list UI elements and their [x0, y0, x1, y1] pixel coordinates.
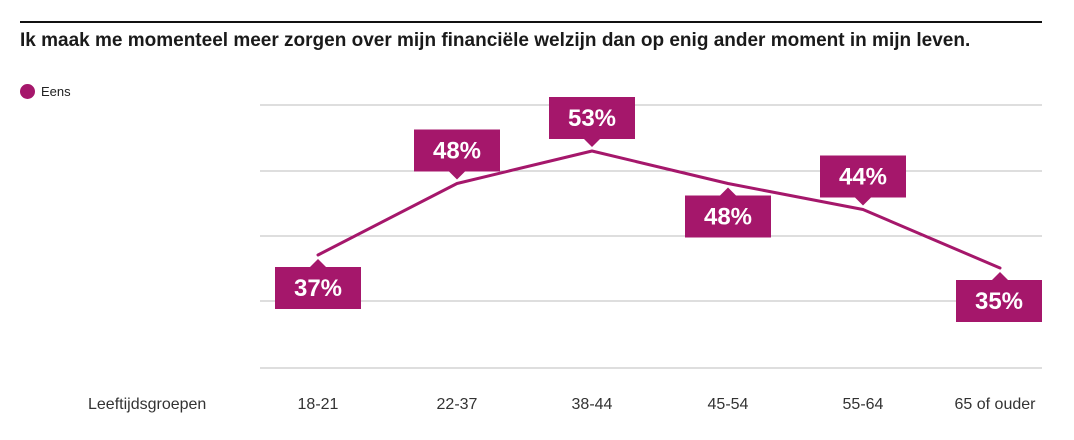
data-label-55-64: 44%: [820, 155, 906, 206]
data-label-box: [956, 280, 1042, 322]
data-label-45-54: 48%: [685, 187, 771, 238]
x-tick-label: 22-37: [437, 396, 478, 413]
series-line-layer: [316, 149, 1002, 270]
data-label-text: 37%: [294, 275, 342, 302]
data-label-pointer: [584, 139, 600, 147]
data-label-pointer: [992, 272, 1008, 280]
x-tick-label: 18-21: [298, 396, 339, 413]
data-label-18-21: 37%: [275, 259, 361, 309]
chart-title: Ik maak me momenteel meer zorgen over mi…: [20, 30, 971, 51]
x-axis-title: Leeftijdsgroepen: [88, 396, 206, 413]
data-labels: 37% 48% 53% 48% 44% 35%: [275, 97, 1042, 322]
data-label-65 of ouder: 35%: [956, 272, 1042, 322]
data-label-text: 48%: [704, 204, 752, 231]
legend-label-eens: Eens: [41, 84, 71, 99]
gridlines: [260, 104, 1042, 369]
x-axis: Leeftijdsgroepen 18-21 22-37 38-44 45-54 55-…: [88, 396, 1036, 413]
series-line-eens: [316, 149, 1002, 270]
data-label-text: 35%: [975, 288, 1023, 315]
x-tick-label: 38-44: [572, 396, 613, 413]
legend-swatch-eens: [20, 84, 35, 99]
data-label-box: [549, 97, 635, 139]
data-label-box: [275, 267, 361, 309]
data-label-22-37: 48%: [414, 129, 500, 180]
data-label-pointer: [855, 197, 871, 206]
data-label-box: [414, 129, 500, 172]
data-label-text: 44%: [839, 164, 887, 191]
x-tick-label: 45-54: [708, 396, 749, 413]
data-label-pointer: [449, 171, 465, 180]
data-label-box: [820, 155, 906, 198]
data-label-pointer: [310, 259, 326, 267]
data-label-pointer: [720, 187, 736, 196]
legend[interactable]: Eens: [20, 84, 71, 99]
data-label-box: [685, 195, 771, 238]
x-tick-label: 55-64: [843, 396, 884, 413]
top-rule: [20, 21, 1042, 23]
data-label-text: 53%: [568, 105, 616, 132]
x-tick-label: 65 of ouder: [955, 396, 1037, 413]
data-label-38-44: 53%: [549, 97, 635, 147]
data-label-text: 48%: [433, 138, 481, 165]
